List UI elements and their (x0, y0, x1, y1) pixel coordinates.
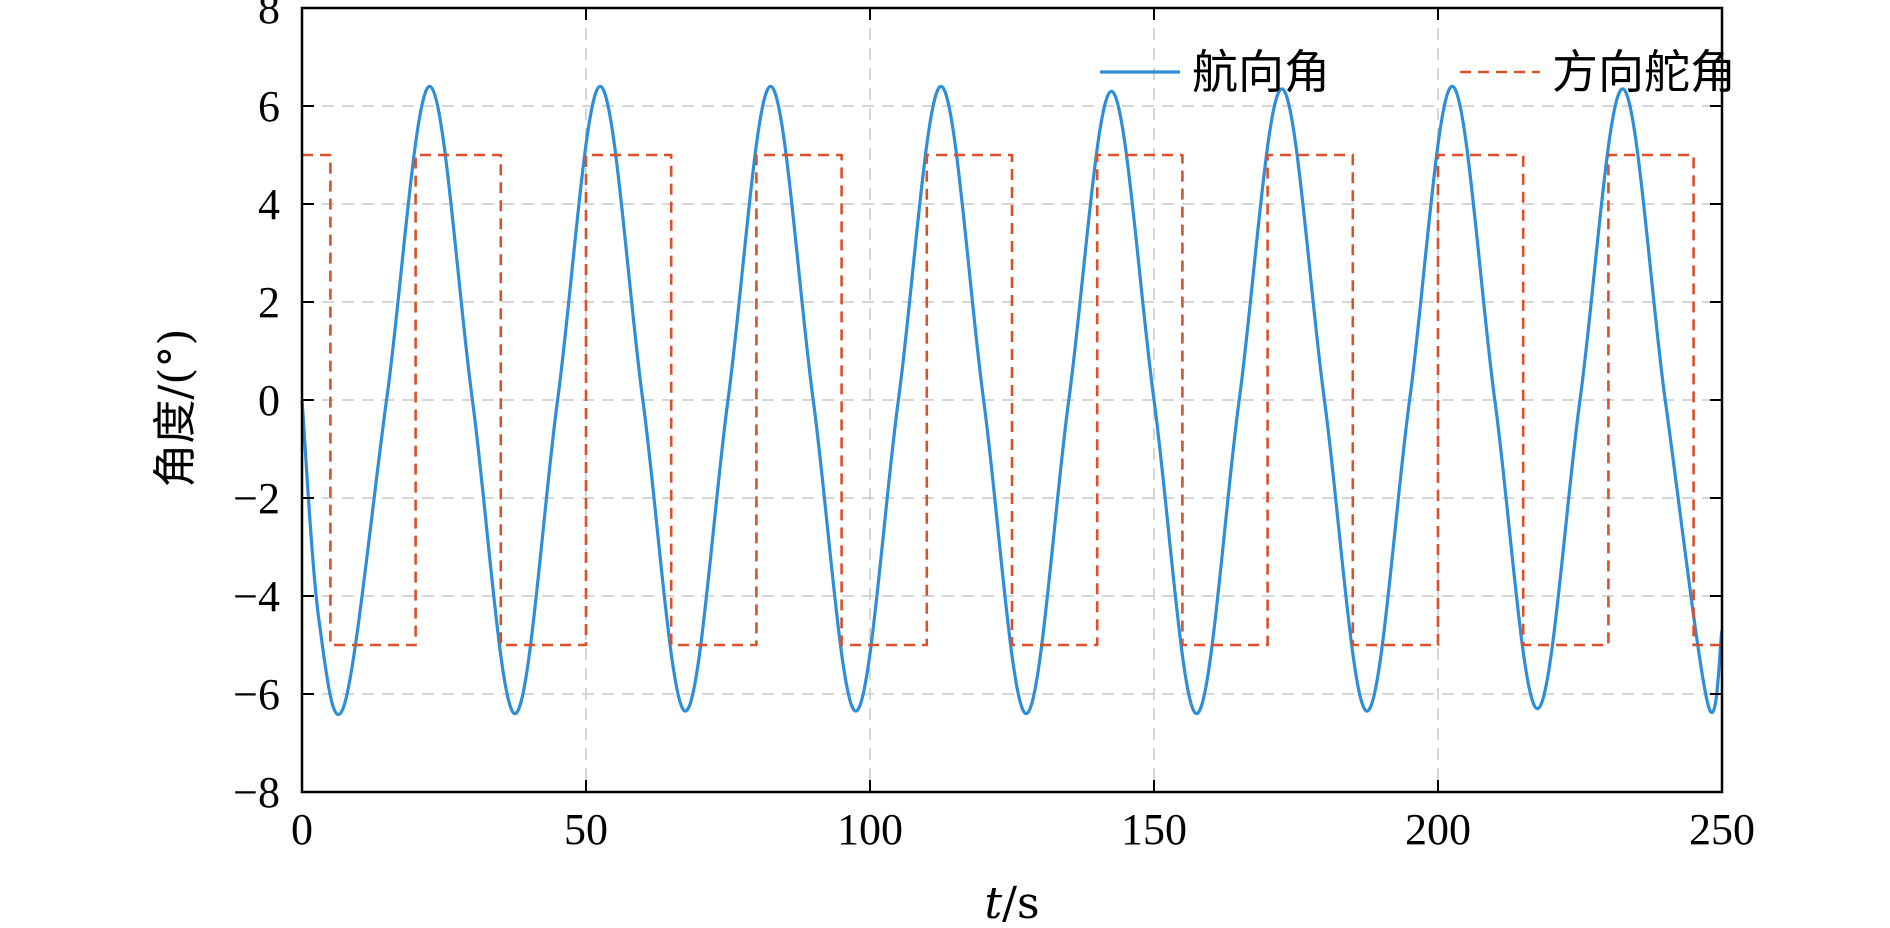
x-axis-title-unit: /s (1002, 878, 1039, 928)
tick-layer (301, 7, 1723, 793)
grid-layer (302, 8, 1722, 792)
y-tick-label: 4 (258, 180, 280, 229)
x-tick-label: 50 (564, 805, 608, 854)
series-layer (300, 84, 1724, 716)
y-tick-label: −6 (233, 670, 280, 719)
x-tick-label: 200 (1405, 805, 1471, 854)
y-tick-label: −2 (233, 474, 280, 523)
series-rudder-line (302, 153, 1722, 647)
series-heading-line (300, 84, 1724, 716)
legend: 航向角 方向舵角 (1100, 45, 1736, 99)
legend-label-heading: 航向角 (1192, 45, 1330, 99)
x-tick-label: 100 (837, 805, 903, 854)
y-axis-title: 角度/(°) (150, 328, 201, 487)
y-tick-label: 8 (258, 0, 280, 33)
y-tick-label: 0 (258, 376, 280, 425)
legend-label-rudder: 方向舵角 (1552, 45, 1736, 99)
x-tick-label: 0 (291, 805, 313, 854)
y-tick-label: −4 (233, 572, 280, 621)
x-tick-label: 250 (1689, 805, 1755, 854)
x-axis-title: t/s (984, 878, 1039, 928)
x-tick-label: 150 (1121, 805, 1187, 854)
label-layer: 0 50 100 150 200 250 −8 −6 −4 −2 0 2 4 6 8 (233, 0, 1755, 854)
y-tick-label: 6 (258, 82, 280, 131)
x-axis-title-variable: t (984, 878, 1002, 928)
y-tick-label: 2 (258, 278, 280, 327)
y-tick-label: −8 (233, 768, 280, 817)
